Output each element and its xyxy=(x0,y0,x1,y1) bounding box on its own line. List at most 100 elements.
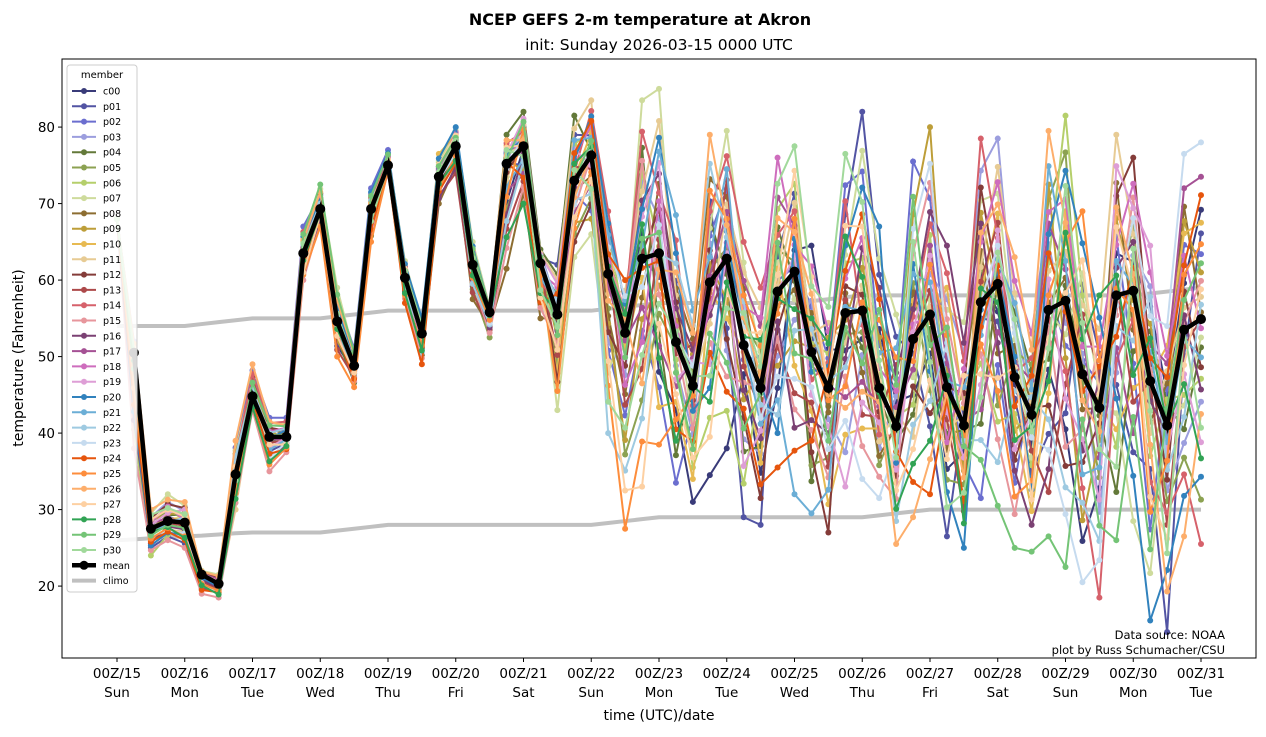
member-point-p18 xyxy=(943,439,950,446)
mean-point xyxy=(315,203,326,214)
member-point-p08 xyxy=(1164,380,1171,387)
member-point-p24 xyxy=(876,296,883,303)
member-point-p25 xyxy=(927,261,933,268)
member-point-p20 xyxy=(452,124,459,131)
member-point-p29 xyxy=(1181,296,1188,303)
member-point-p09 xyxy=(927,124,933,131)
member-point-p25 xyxy=(639,438,646,445)
member-point-p26 xyxy=(689,329,696,336)
member-point-p14 xyxy=(1198,541,1204,548)
member-point-p21 xyxy=(893,345,900,352)
legend-entry-p05: p05 xyxy=(72,163,121,174)
member-point-p27 xyxy=(1028,496,1035,503)
member-point-p25 xyxy=(977,341,984,348)
member-point-p17 xyxy=(910,366,917,373)
member-point-p27 xyxy=(537,294,544,301)
x-tick-label: 00Z/30 xyxy=(1109,666,1157,682)
mean-point xyxy=(467,259,478,270)
legend-marker xyxy=(81,485,87,492)
member-point-p27 xyxy=(571,214,578,221)
member-point-p10 xyxy=(859,425,866,432)
member-point-p21 xyxy=(1062,257,1069,264)
member-point-p29 xyxy=(706,330,713,337)
mean-point xyxy=(721,253,732,264)
mean-point xyxy=(789,266,800,277)
x-tick-label: 00Z/17 xyxy=(228,666,276,682)
member-point-p20 xyxy=(672,250,679,257)
member-point-p26 xyxy=(1011,254,1018,261)
mean-point xyxy=(179,517,190,528)
x-tick-label: 00Z/26 xyxy=(838,666,886,682)
member-point-p15 xyxy=(994,436,1001,443)
member-point-p23 xyxy=(927,160,933,167)
mean-point xyxy=(247,391,258,402)
member-point-p20 xyxy=(1181,492,1188,499)
member-point-p22 xyxy=(994,459,1001,466)
member-point-p11 xyxy=(656,117,662,124)
member-point-p20 xyxy=(1130,472,1137,479)
mean-point xyxy=(1060,295,1071,306)
member-point-p17 xyxy=(994,329,1001,336)
member-point-p21 xyxy=(791,491,798,498)
member-point-p16 xyxy=(1198,386,1204,393)
member-point-p12 xyxy=(605,329,612,336)
member-point-p28 xyxy=(1113,272,1120,279)
member-point-p24 xyxy=(622,277,629,284)
member-point-p25 xyxy=(1147,508,1154,515)
legend-label: p07 xyxy=(103,194,121,205)
member-point-p29 xyxy=(960,443,967,450)
member-point-p20 xyxy=(435,155,442,162)
member-point-p07 xyxy=(1147,570,1154,577)
member-point-p24 xyxy=(520,174,527,181)
x-tick-day-label: Tue xyxy=(1188,685,1212,701)
member-point-p01 xyxy=(1164,628,1171,635)
y-tick-label: 70 xyxy=(38,197,55,213)
member-point-p30 xyxy=(1198,424,1204,431)
member-point-p17 xyxy=(639,304,646,311)
legend-label: p19 xyxy=(103,377,121,388)
legend-label: p11 xyxy=(103,255,121,266)
member-point-p15 xyxy=(791,406,798,413)
member-point-p09 xyxy=(740,396,747,403)
member-point-p24 xyxy=(1147,355,1154,362)
member-point-p12 xyxy=(1164,476,1171,483)
member-point-p22 xyxy=(977,436,984,443)
member-point-p28 xyxy=(910,460,917,467)
member-point-p26 xyxy=(1045,127,1052,134)
legend-entry-p22: p22 xyxy=(72,423,121,434)
member-point-p16 xyxy=(1011,467,1018,474)
legend-marker xyxy=(81,149,87,156)
mean-point xyxy=(687,380,698,391)
member-point-p12 xyxy=(1062,462,1069,469)
legend-marker xyxy=(81,164,87,171)
member-point-p16 xyxy=(910,306,917,313)
member-point-p03 xyxy=(1198,398,1204,405)
member-point-p19 xyxy=(842,483,849,490)
member-point-p20 xyxy=(1096,314,1103,321)
member-point-p28 xyxy=(1130,371,1137,378)
member-point-p29 xyxy=(876,306,883,313)
legend-marker xyxy=(81,241,87,247)
mean-point xyxy=(366,203,377,214)
member-point-p26 xyxy=(791,228,798,235)
legend-label: p09 xyxy=(103,224,121,235)
member-point-p19 xyxy=(1011,446,1018,453)
member-point-p28 xyxy=(520,200,527,207)
member-point-p14 xyxy=(757,284,764,291)
member-point-p03 xyxy=(825,416,832,423)
legend-marker xyxy=(81,88,87,94)
member-point-p16 xyxy=(774,318,781,325)
member-point-p21 xyxy=(571,137,578,144)
member-point-p26 xyxy=(1028,346,1035,353)
member-point-p14 xyxy=(639,128,646,135)
member-point-p19 xyxy=(1045,276,1052,283)
legend-marker xyxy=(81,195,87,202)
member-point-p27 xyxy=(994,375,1001,382)
member-point-p17 xyxy=(1181,185,1188,192)
climo-low-line xyxy=(116,507,1201,543)
member-point-p25 xyxy=(842,383,849,390)
member-point-p08 xyxy=(825,409,832,416)
member-point-p22 xyxy=(1079,499,1086,506)
member-point-p29 xyxy=(689,446,696,453)
mean-point xyxy=(1077,369,1088,380)
